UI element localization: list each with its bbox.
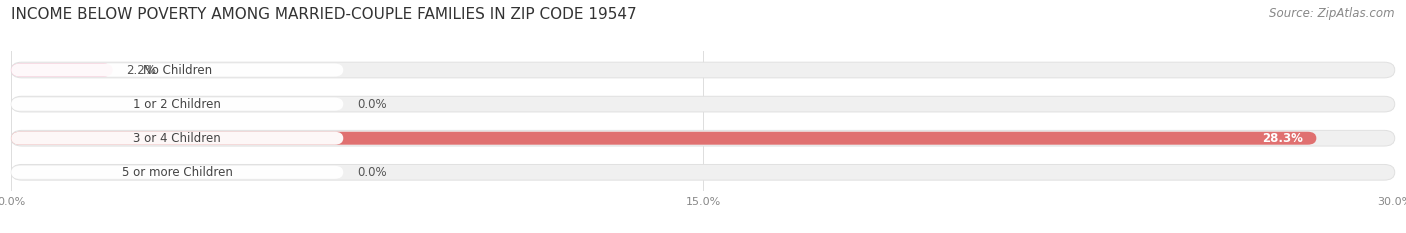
Text: 0.0%: 0.0% [357,166,387,179]
FancyBboxPatch shape [11,64,112,76]
FancyBboxPatch shape [11,64,343,76]
FancyBboxPatch shape [11,62,1395,78]
FancyBboxPatch shape [11,130,1395,146]
Text: 0.0%: 0.0% [357,98,387,111]
FancyBboxPatch shape [11,132,1316,145]
FancyBboxPatch shape [11,98,343,111]
Text: 1 or 2 Children: 1 or 2 Children [134,98,221,111]
Text: 28.3%: 28.3% [1261,132,1302,145]
Text: 2.2%: 2.2% [127,64,156,76]
Text: No Children: No Children [142,64,212,76]
Text: INCOME BELOW POVERTY AMONG MARRIED-COUPLE FAMILIES IN ZIP CODE 19547: INCOME BELOW POVERTY AMONG MARRIED-COUPL… [11,7,637,22]
Text: 5 or more Children: 5 or more Children [122,166,233,179]
Text: 3 or 4 Children: 3 or 4 Children [134,132,221,145]
FancyBboxPatch shape [11,164,1395,180]
FancyBboxPatch shape [11,132,343,145]
Text: Source: ZipAtlas.com: Source: ZipAtlas.com [1270,7,1395,20]
FancyBboxPatch shape [11,166,343,179]
FancyBboxPatch shape [11,96,1395,112]
